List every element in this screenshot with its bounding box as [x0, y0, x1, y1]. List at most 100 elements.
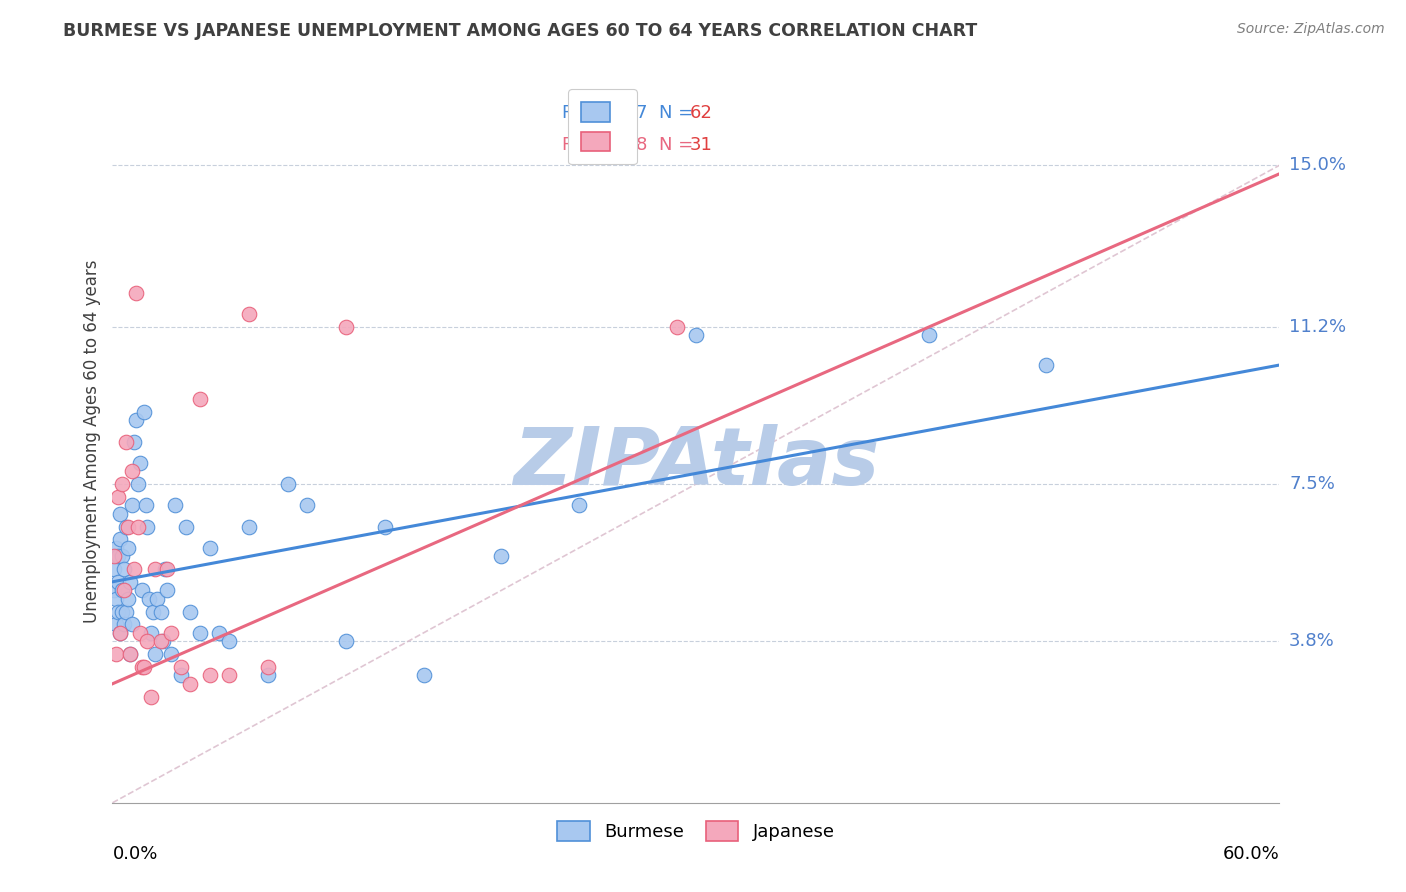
- Point: [136, 519, 159, 533]
- Point: [179, 605, 201, 619]
- Point: [295, 498, 318, 512]
- Text: 11.2%: 11.2%: [1289, 318, 1347, 335]
- Point: [150, 634, 173, 648]
- Point: [257, 668, 280, 682]
- Text: N =: N =: [658, 103, 699, 122]
- Point: [163, 498, 186, 512]
- Point: [112, 562, 135, 576]
- Point: [115, 434, 138, 449]
- Text: Source: ZipAtlas.com: Source: ZipAtlas.com: [1237, 22, 1385, 37]
- Point: [112, 583, 135, 598]
- Point: [335, 634, 357, 648]
- Point: [135, 498, 157, 512]
- Point: [121, 617, 143, 632]
- Point: [491, 549, 513, 564]
- Point: [335, 319, 357, 334]
- Legend: Burmese, Japanese: Burmese, Japanese: [550, 814, 842, 848]
- Point: [122, 562, 145, 576]
- Point: [110, 625, 132, 640]
- Point: [112, 617, 135, 632]
- Point: [142, 605, 165, 619]
- Y-axis label: Unemployment Among Ages 60 to 64 years: Unemployment Among Ages 60 to 64 years: [83, 260, 101, 624]
- Point: [143, 647, 166, 661]
- Point: [141, 690, 163, 704]
- Text: 31: 31: [690, 136, 713, 154]
- Text: 15.0%: 15.0%: [1289, 156, 1346, 174]
- Point: [110, 533, 132, 547]
- Point: [121, 498, 143, 512]
- Point: [107, 574, 129, 589]
- Point: [136, 634, 159, 648]
- Point: [128, 456, 150, 470]
- Point: [146, 591, 169, 606]
- Point: [117, 519, 139, 533]
- Point: [188, 392, 211, 406]
- Point: [132, 405, 155, 419]
- Point: [125, 413, 148, 427]
- Text: R =: R =: [562, 136, 600, 154]
- Point: [103, 549, 125, 564]
- Point: [107, 549, 129, 564]
- Point: [208, 625, 231, 640]
- Text: 7.5%: 7.5%: [1289, 475, 1336, 493]
- Point: [169, 660, 191, 674]
- Point: [131, 583, 153, 598]
- Point: [176, 519, 198, 533]
- Point: [918, 328, 941, 343]
- Point: [117, 541, 139, 555]
- Text: N =: N =: [658, 136, 699, 154]
- Point: [218, 668, 240, 682]
- Point: [125, 285, 148, 300]
- Point: [105, 647, 128, 661]
- Text: 62: 62: [690, 103, 713, 122]
- Point: [218, 634, 240, 648]
- Point: [1035, 358, 1057, 372]
- Point: [179, 677, 201, 691]
- Point: [150, 605, 173, 619]
- Point: [238, 307, 260, 321]
- Text: 0.327: 0.327: [596, 103, 648, 122]
- Point: [111, 549, 134, 564]
- Point: [107, 490, 129, 504]
- Text: BURMESE VS JAPANESE UNEMPLOYMENT AMONG AGES 60 TO 64 YEARS CORRELATION CHART: BURMESE VS JAPANESE UNEMPLOYMENT AMONG A…: [63, 22, 977, 40]
- Point: [257, 660, 280, 674]
- Point: [665, 319, 688, 334]
- Point: [132, 660, 155, 674]
- Point: [238, 519, 260, 533]
- Point: [160, 625, 183, 640]
- Point: [141, 625, 163, 640]
- Point: [276, 477, 298, 491]
- Point: [685, 328, 707, 343]
- Point: [115, 605, 138, 619]
- Point: [568, 498, 591, 512]
- Point: [152, 634, 174, 648]
- Point: [122, 434, 145, 449]
- Point: [127, 477, 149, 491]
- Point: [118, 647, 141, 661]
- Point: [118, 574, 141, 589]
- Point: [105, 617, 128, 632]
- Point: [127, 519, 149, 533]
- Point: [115, 519, 138, 533]
- Text: 60.0%: 60.0%: [1223, 846, 1279, 863]
- Text: R =: R =: [562, 103, 600, 122]
- Point: [111, 583, 134, 598]
- Point: [107, 605, 129, 619]
- Point: [198, 668, 221, 682]
- Point: [121, 464, 143, 478]
- Point: [156, 562, 179, 576]
- Point: [128, 625, 150, 640]
- Point: [105, 591, 128, 606]
- Point: [160, 647, 183, 661]
- Point: [198, 541, 221, 555]
- Point: [374, 519, 396, 533]
- Point: [103, 562, 125, 576]
- Point: [111, 605, 134, 619]
- Text: 0.0%: 0.0%: [112, 846, 157, 863]
- Text: ZIPAtlas: ZIPAtlas: [513, 425, 879, 502]
- Point: [110, 625, 132, 640]
- Point: [117, 591, 139, 606]
- Point: [188, 625, 211, 640]
- Point: [138, 591, 160, 606]
- Point: [118, 647, 141, 661]
